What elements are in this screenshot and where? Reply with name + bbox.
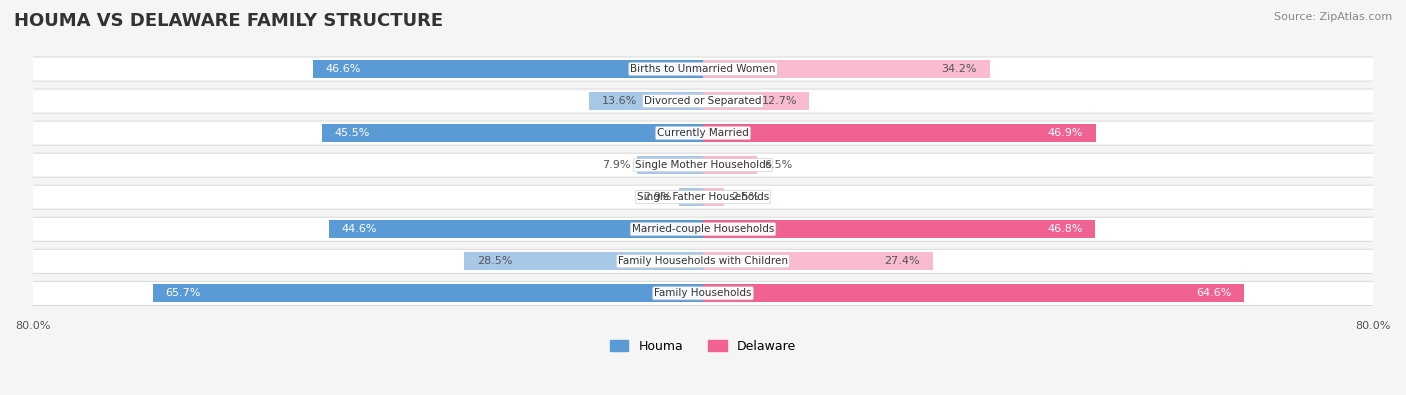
Text: Married-couple Households: Married-couple Households [631, 224, 775, 234]
Text: 64.6%: 64.6% [1197, 288, 1232, 298]
Text: Single Father Households: Single Father Households [637, 192, 769, 202]
Text: Single Mother Households: Single Mother Households [636, 160, 770, 170]
Bar [637, 156, 703, 174]
Text: Births to Unmarried Women: Births to Unmarried Women [630, 64, 776, 74]
Text: 46.8%: 46.8% [1047, 224, 1083, 234]
FancyBboxPatch shape [32, 249, 1374, 273]
Text: 44.6%: 44.6% [342, 224, 377, 234]
FancyBboxPatch shape [32, 217, 1374, 241]
Bar [703, 220, 1095, 238]
Text: 2.5%: 2.5% [731, 192, 759, 202]
Text: Family Households: Family Households [654, 288, 752, 298]
Legend: Houma, Delaware: Houma, Delaware [605, 335, 801, 358]
Text: 27.4%: 27.4% [884, 256, 920, 266]
FancyBboxPatch shape [32, 89, 1374, 113]
Bar [703, 252, 932, 270]
Text: 2.9%: 2.9% [644, 192, 672, 202]
Bar [703, 284, 1244, 302]
Text: 12.7%: 12.7% [761, 96, 797, 106]
Text: 46.6%: 46.6% [325, 64, 360, 74]
Text: HOUMA VS DELAWARE FAMILY STRUCTURE: HOUMA VS DELAWARE FAMILY STRUCTURE [14, 12, 443, 30]
Bar [312, 60, 703, 78]
Text: 28.5%: 28.5% [477, 256, 512, 266]
Text: 46.9%: 46.9% [1047, 128, 1084, 138]
Text: 13.6%: 13.6% [602, 96, 637, 106]
Text: 6.5%: 6.5% [765, 160, 793, 170]
Bar [329, 220, 703, 238]
Bar [152, 284, 703, 302]
Bar [589, 92, 703, 110]
FancyBboxPatch shape [32, 185, 1374, 209]
Bar [703, 92, 810, 110]
FancyBboxPatch shape [32, 153, 1374, 177]
FancyBboxPatch shape [32, 281, 1374, 305]
Text: Divorced or Separated: Divorced or Separated [644, 96, 762, 106]
Text: 34.2%: 34.2% [942, 64, 977, 74]
Text: 45.5%: 45.5% [335, 128, 370, 138]
Bar [322, 124, 703, 142]
Bar [703, 188, 724, 206]
Text: 7.9%: 7.9% [602, 160, 630, 170]
Text: Source: ZipAtlas.com: Source: ZipAtlas.com [1274, 12, 1392, 22]
Bar [464, 252, 703, 270]
Text: Currently Married: Currently Married [657, 128, 749, 138]
Bar [703, 156, 758, 174]
FancyBboxPatch shape [32, 121, 1374, 145]
FancyBboxPatch shape [32, 57, 1374, 81]
Text: Family Households with Children: Family Households with Children [619, 256, 787, 266]
Text: 65.7%: 65.7% [165, 288, 201, 298]
Bar [703, 124, 1095, 142]
Bar [679, 188, 703, 206]
Bar [703, 60, 990, 78]
